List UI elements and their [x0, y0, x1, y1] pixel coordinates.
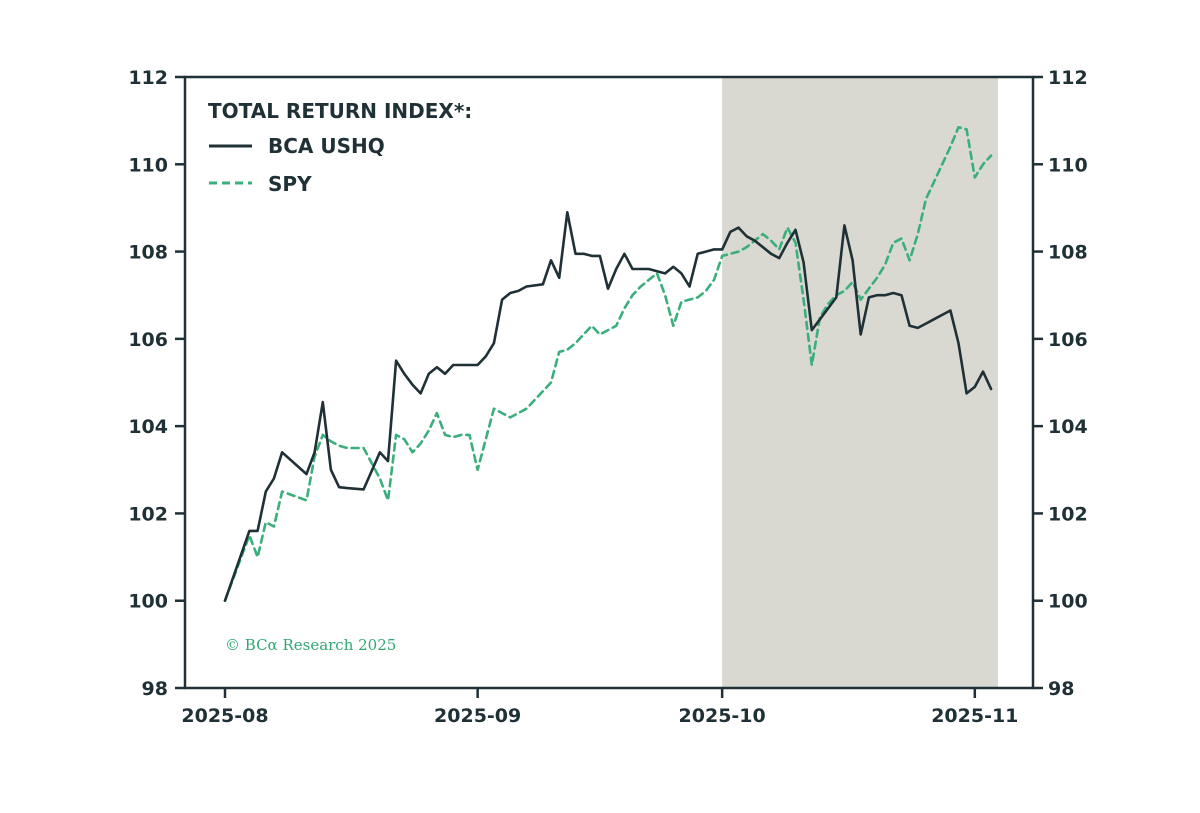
- y-tick-label-left: 102: [128, 503, 168, 525]
- series-line-bca-ushq: [223, 211, 993, 603]
- series-line-spy: [223, 125, 993, 603]
- legend-label-spy: SPY: [268, 172, 312, 196]
- x-tick-label: 2025-08: [181, 705, 268, 727]
- y-tick-label-right: 98: [1048, 678, 1074, 700]
- legend-title: TOTAL RETURN INDEX*:: [208, 99, 472, 123]
- y-tick-label-left: 104: [128, 416, 168, 438]
- y-tick-label-left: 98: [142, 678, 168, 700]
- shaded-region: [722, 77, 998, 688]
- copyright-notice: © BCα Research 2025: [225, 636, 396, 654]
- legend: TOTAL RETURN INDEX*: BCA USHQ SPY: [208, 99, 472, 196]
- axis-ticks: 98 98 100 100 102 102 104 104 106 106 108 108 110 110…: [128, 67, 1087, 727]
- y-tick-label-right: 108: [1048, 242, 1088, 264]
- plot-frame: [183, 75, 1035, 690]
- plot-border: [183, 75, 1035, 690]
- y-tick-label-right: 112: [1048, 67, 1088, 89]
- x-tick-label: 2025-09: [434, 705, 521, 727]
- y-tick-label-left: 112: [128, 67, 168, 89]
- y-tick-label-left: 100: [128, 591, 168, 613]
- x-tick-label: 2025-10: [679, 705, 766, 727]
- series-lines: [223, 125, 993, 603]
- y-tick-label-left: 108: [128, 242, 168, 264]
- y-tick-label-right: 100: [1048, 591, 1088, 613]
- y-tick-label-left: 110: [128, 154, 168, 176]
- x-tick-label: 2025-11: [931, 705, 1018, 727]
- y-tick-label-right: 104: [1048, 416, 1088, 438]
- y-tick-label-left: 106: [128, 329, 168, 351]
- y-tick-label-right: 106: [1048, 329, 1088, 351]
- y-tick-label-right: 102: [1048, 503, 1088, 525]
- y-tick-label-right: 110: [1048, 154, 1088, 176]
- legend-label-ushq: BCA USHQ: [268, 134, 385, 158]
